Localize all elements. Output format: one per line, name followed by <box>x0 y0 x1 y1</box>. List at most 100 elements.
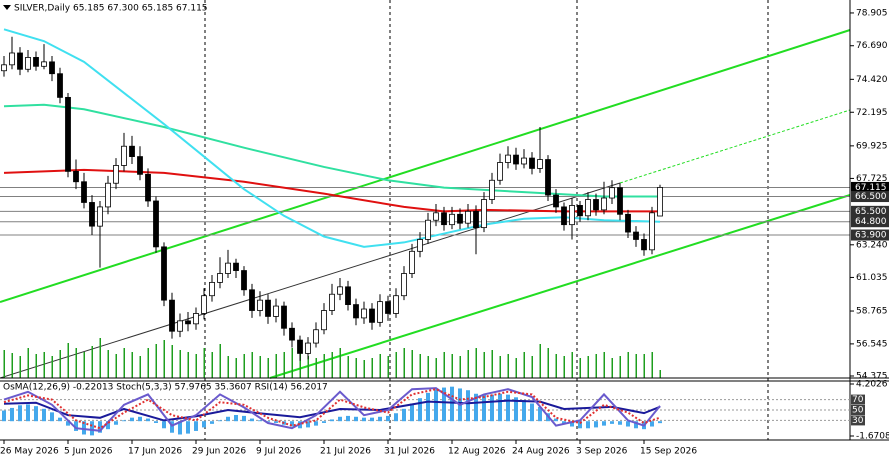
candle-body <box>49 61 55 75</box>
candle-body <box>449 213 455 226</box>
volume-bar <box>651 352 653 378</box>
x-tick-label: 5 Jun 2026 <box>64 447 113 457</box>
level-label: 64.800 <box>855 217 887 227</box>
osma-bar <box>170 421 174 433</box>
y-tick-label: 76.690 <box>856 41 888 51</box>
channel-lower <box>269 194 851 379</box>
candle-body <box>585 199 591 217</box>
volume-bar <box>395 352 397 378</box>
collapse-icon[interactable] <box>3 5 11 10</box>
osma-bar <box>218 420 222 422</box>
volume-bar <box>163 340 165 378</box>
volume-bar <box>355 358 357 378</box>
volume-bar <box>227 356 229 378</box>
volume-bar <box>507 354 509 378</box>
candle-body <box>361 308 367 319</box>
x-tick-label: 3 Sep 2026 <box>576 447 628 457</box>
level-label: 66.500 <box>855 192 887 202</box>
osma-tick-label: -1.67084 <box>856 432 889 442</box>
volume-bar <box>211 352 213 378</box>
volume-bar <box>419 354 421 378</box>
osma-bar <box>466 390 470 422</box>
price-pane <box>0 28 850 378</box>
volume-bar <box>19 356 21 378</box>
candle-body <box>609 187 615 199</box>
volume-bar <box>555 354 557 378</box>
volume-bar <box>171 345 173 378</box>
candle-body <box>345 286 351 305</box>
level-label: 65.500 <box>855 207 887 217</box>
candle-body <box>569 205 575 226</box>
candle-body <box>177 320 183 332</box>
candle-body <box>313 329 319 344</box>
candle-body <box>297 339 303 354</box>
candle-body <box>337 286 343 295</box>
volume-bar <box>435 358 437 378</box>
x-tick-label: 17 Jun 2026 <box>128 447 182 457</box>
osma-bar <box>42 408 46 422</box>
volume-bar <box>91 346 93 378</box>
volume-bar <box>59 350 61 378</box>
candle-body <box>545 159 551 196</box>
osma-bar <box>618 421 622 425</box>
line <box>3 168 660 213</box>
volume-bar <box>635 354 637 378</box>
volume-bar <box>179 350 181 378</box>
osma-bar <box>306 421 310 428</box>
candle-body <box>601 197 607 211</box>
indicator-title: OsMA(12,26,9) -0.22013 Stoch(5,3,3) 57.9… <box>3 383 328 393</box>
candle-body <box>289 327 295 341</box>
volume-bar <box>539 344 541 378</box>
volume-bar <box>131 352 133 378</box>
candle-body <box>89 202 95 227</box>
osma-bar <box>138 416 142 422</box>
osma-bar <box>522 399 526 422</box>
y-tick-label: 74.420 <box>856 75 888 85</box>
volume-bar <box>35 354 37 378</box>
candle-body <box>241 270 247 291</box>
candle-body <box>521 157 527 165</box>
candle-body <box>433 212 439 221</box>
volume-bar <box>275 354 277 378</box>
volume-bar <box>467 350 469 378</box>
candle-body <box>425 219 431 240</box>
trend-channel <box>0 29 851 379</box>
candle-body <box>153 200 159 248</box>
volume-bar <box>627 352 629 378</box>
volume-bar <box>315 358 317 378</box>
osma-bar <box>386 415 390 422</box>
osma-bar <box>2 410 6 422</box>
osma-bar <box>554 418 558 422</box>
y-tick-label: 56.545 <box>856 339 888 349</box>
volume-bar <box>347 356 349 378</box>
osma-bar <box>346 415 350 422</box>
volume-bar <box>123 348 125 378</box>
candle-body <box>145 173 151 202</box>
volume-bar <box>203 348 205 378</box>
indicator-pane <box>0 386 850 436</box>
channel-upper <box>0 29 851 303</box>
osma-bar <box>586 421 590 429</box>
x-tick-label: 29 Jun 2026 <box>192 447 246 457</box>
volume-bar <box>643 354 645 378</box>
osma-bar <box>426 392 430 422</box>
volume-bar <box>67 343 69 378</box>
osma-tick-label: 4.2026 <box>856 380 888 390</box>
candle-body <box>209 281 215 297</box>
candle-body <box>369 308 375 323</box>
candle-body <box>249 289 255 311</box>
candle-body <box>97 206 103 227</box>
candle-body <box>193 313 199 325</box>
candle-body <box>513 154 519 165</box>
osma-bar <box>26 404 30 422</box>
candle-body <box>641 239 647 251</box>
osma-bar <box>602 421 606 426</box>
y-tick-label: 63.240 <box>856 240 888 250</box>
candle-body <box>377 301 383 323</box>
candle-body <box>441 212 447 226</box>
candle-body <box>409 250 415 274</box>
osma-bar <box>178 421 182 435</box>
osma-bar <box>202 421 206 428</box>
osma-bar <box>194 421 198 431</box>
osma-bar <box>490 394 494 422</box>
